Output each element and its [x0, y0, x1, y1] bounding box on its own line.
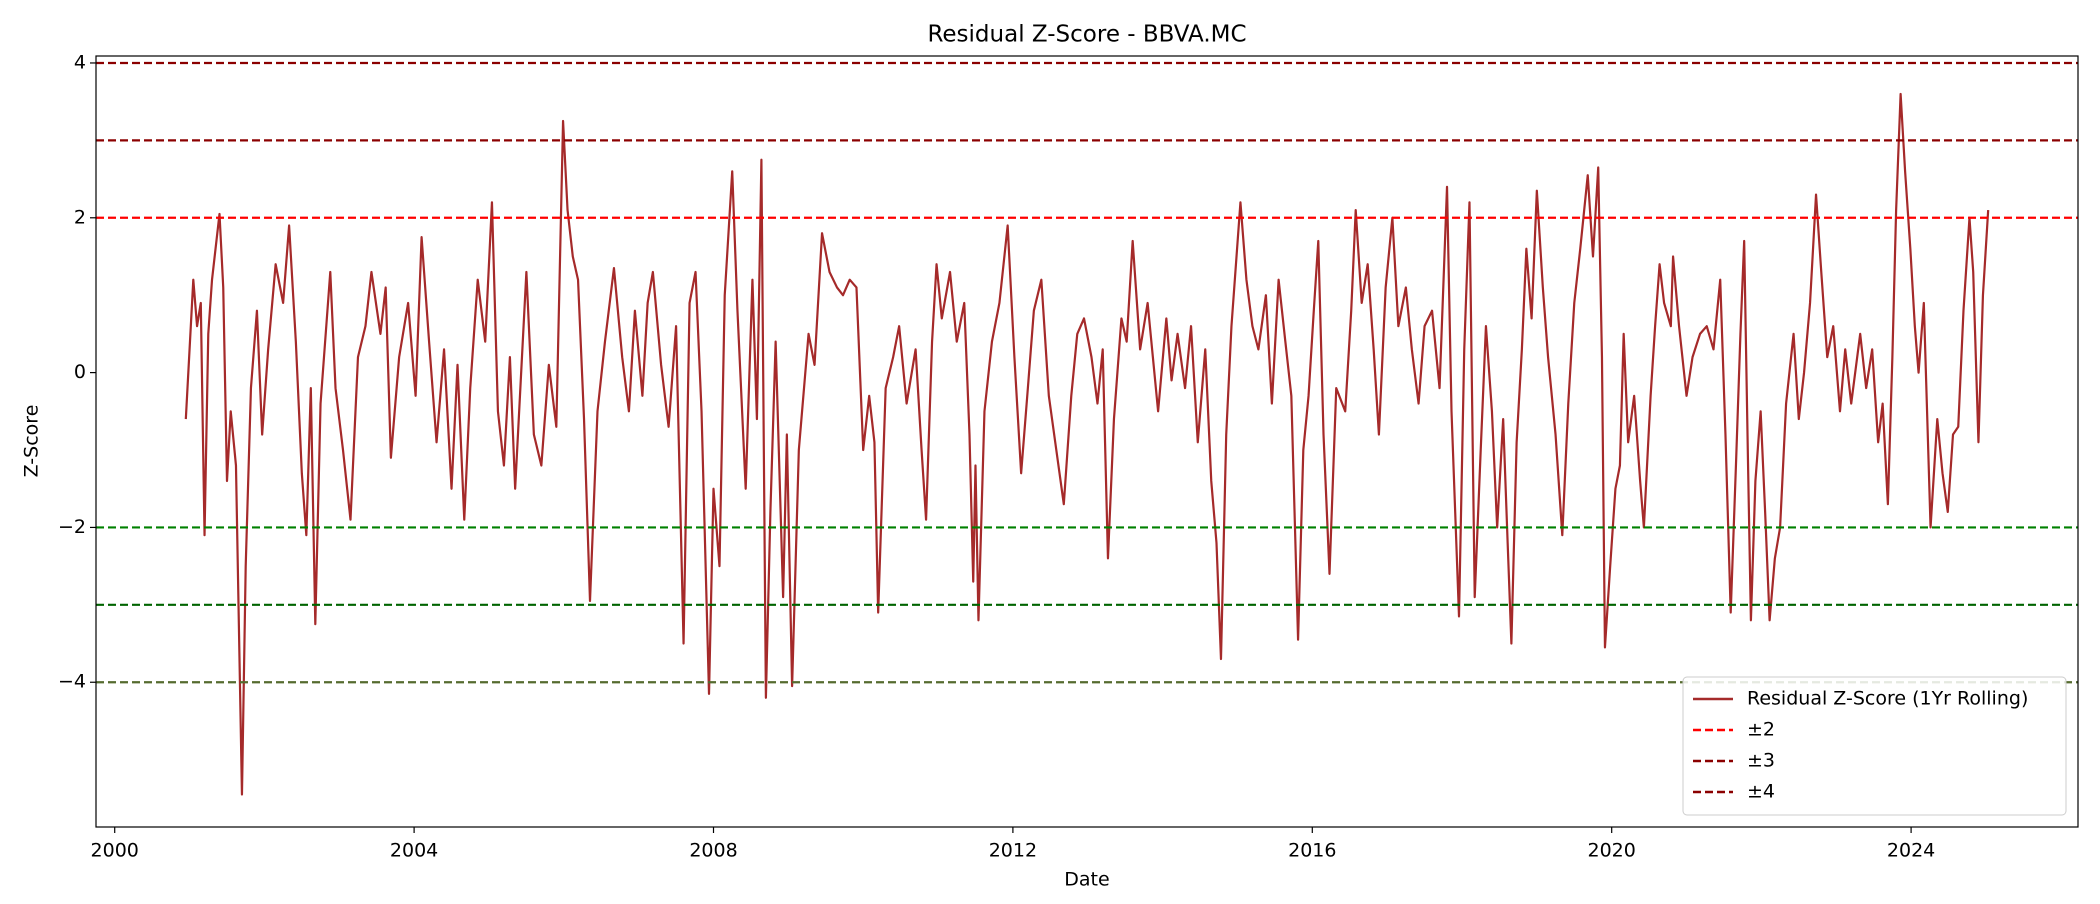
legend-label: ±2	[1747, 719, 1775, 741]
x-tick-label: 2004	[390, 840, 438, 862]
x-tick-label: 2012	[989, 840, 1037, 862]
y-tick-label: −2	[58, 516, 86, 538]
x-axis-label: Date	[1064, 869, 1109, 891]
legend-label: ±3	[1747, 750, 1775, 772]
plot-frame	[95, 55, 2079, 828]
series-line	[184, 92, 1990, 796]
x-tick-label: 2016	[1288, 840, 1336, 862]
legend-label: ±4	[1747, 781, 1775, 803]
legend-box	[1682, 676, 2067, 816]
x-tick-label: 2008	[689, 840, 737, 862]
y-tick-label: 0	[74, 361, 86, 383]
y-tick-label: 4	[74, 51, 86, 73]
x-tick-label: 2024	[1887, 840, 1935, 862]
y-tick-label: 2	[74, 206, 86, 228]
x-tick-label: 2020	[1588, 840, 1636, 862]
x-tick-label: 2000	[91, 840, 139, 862]
y-tick-label: −4	[58, 671, 86, 693]
legend: Residual Z-Score (1Yr Rolling) ±2 ±3 ±4	[1682, 676, 2067, 816]
y-axis-label: Z-Score	[21, 405, 43, 478]
legend-label: Residual Z-Score (1Yr Rolling)	[1747, 688, 2028, 710]
chart-title: Residual Z-Score - BBVA.MC	[927, 22, 1246, 48]
